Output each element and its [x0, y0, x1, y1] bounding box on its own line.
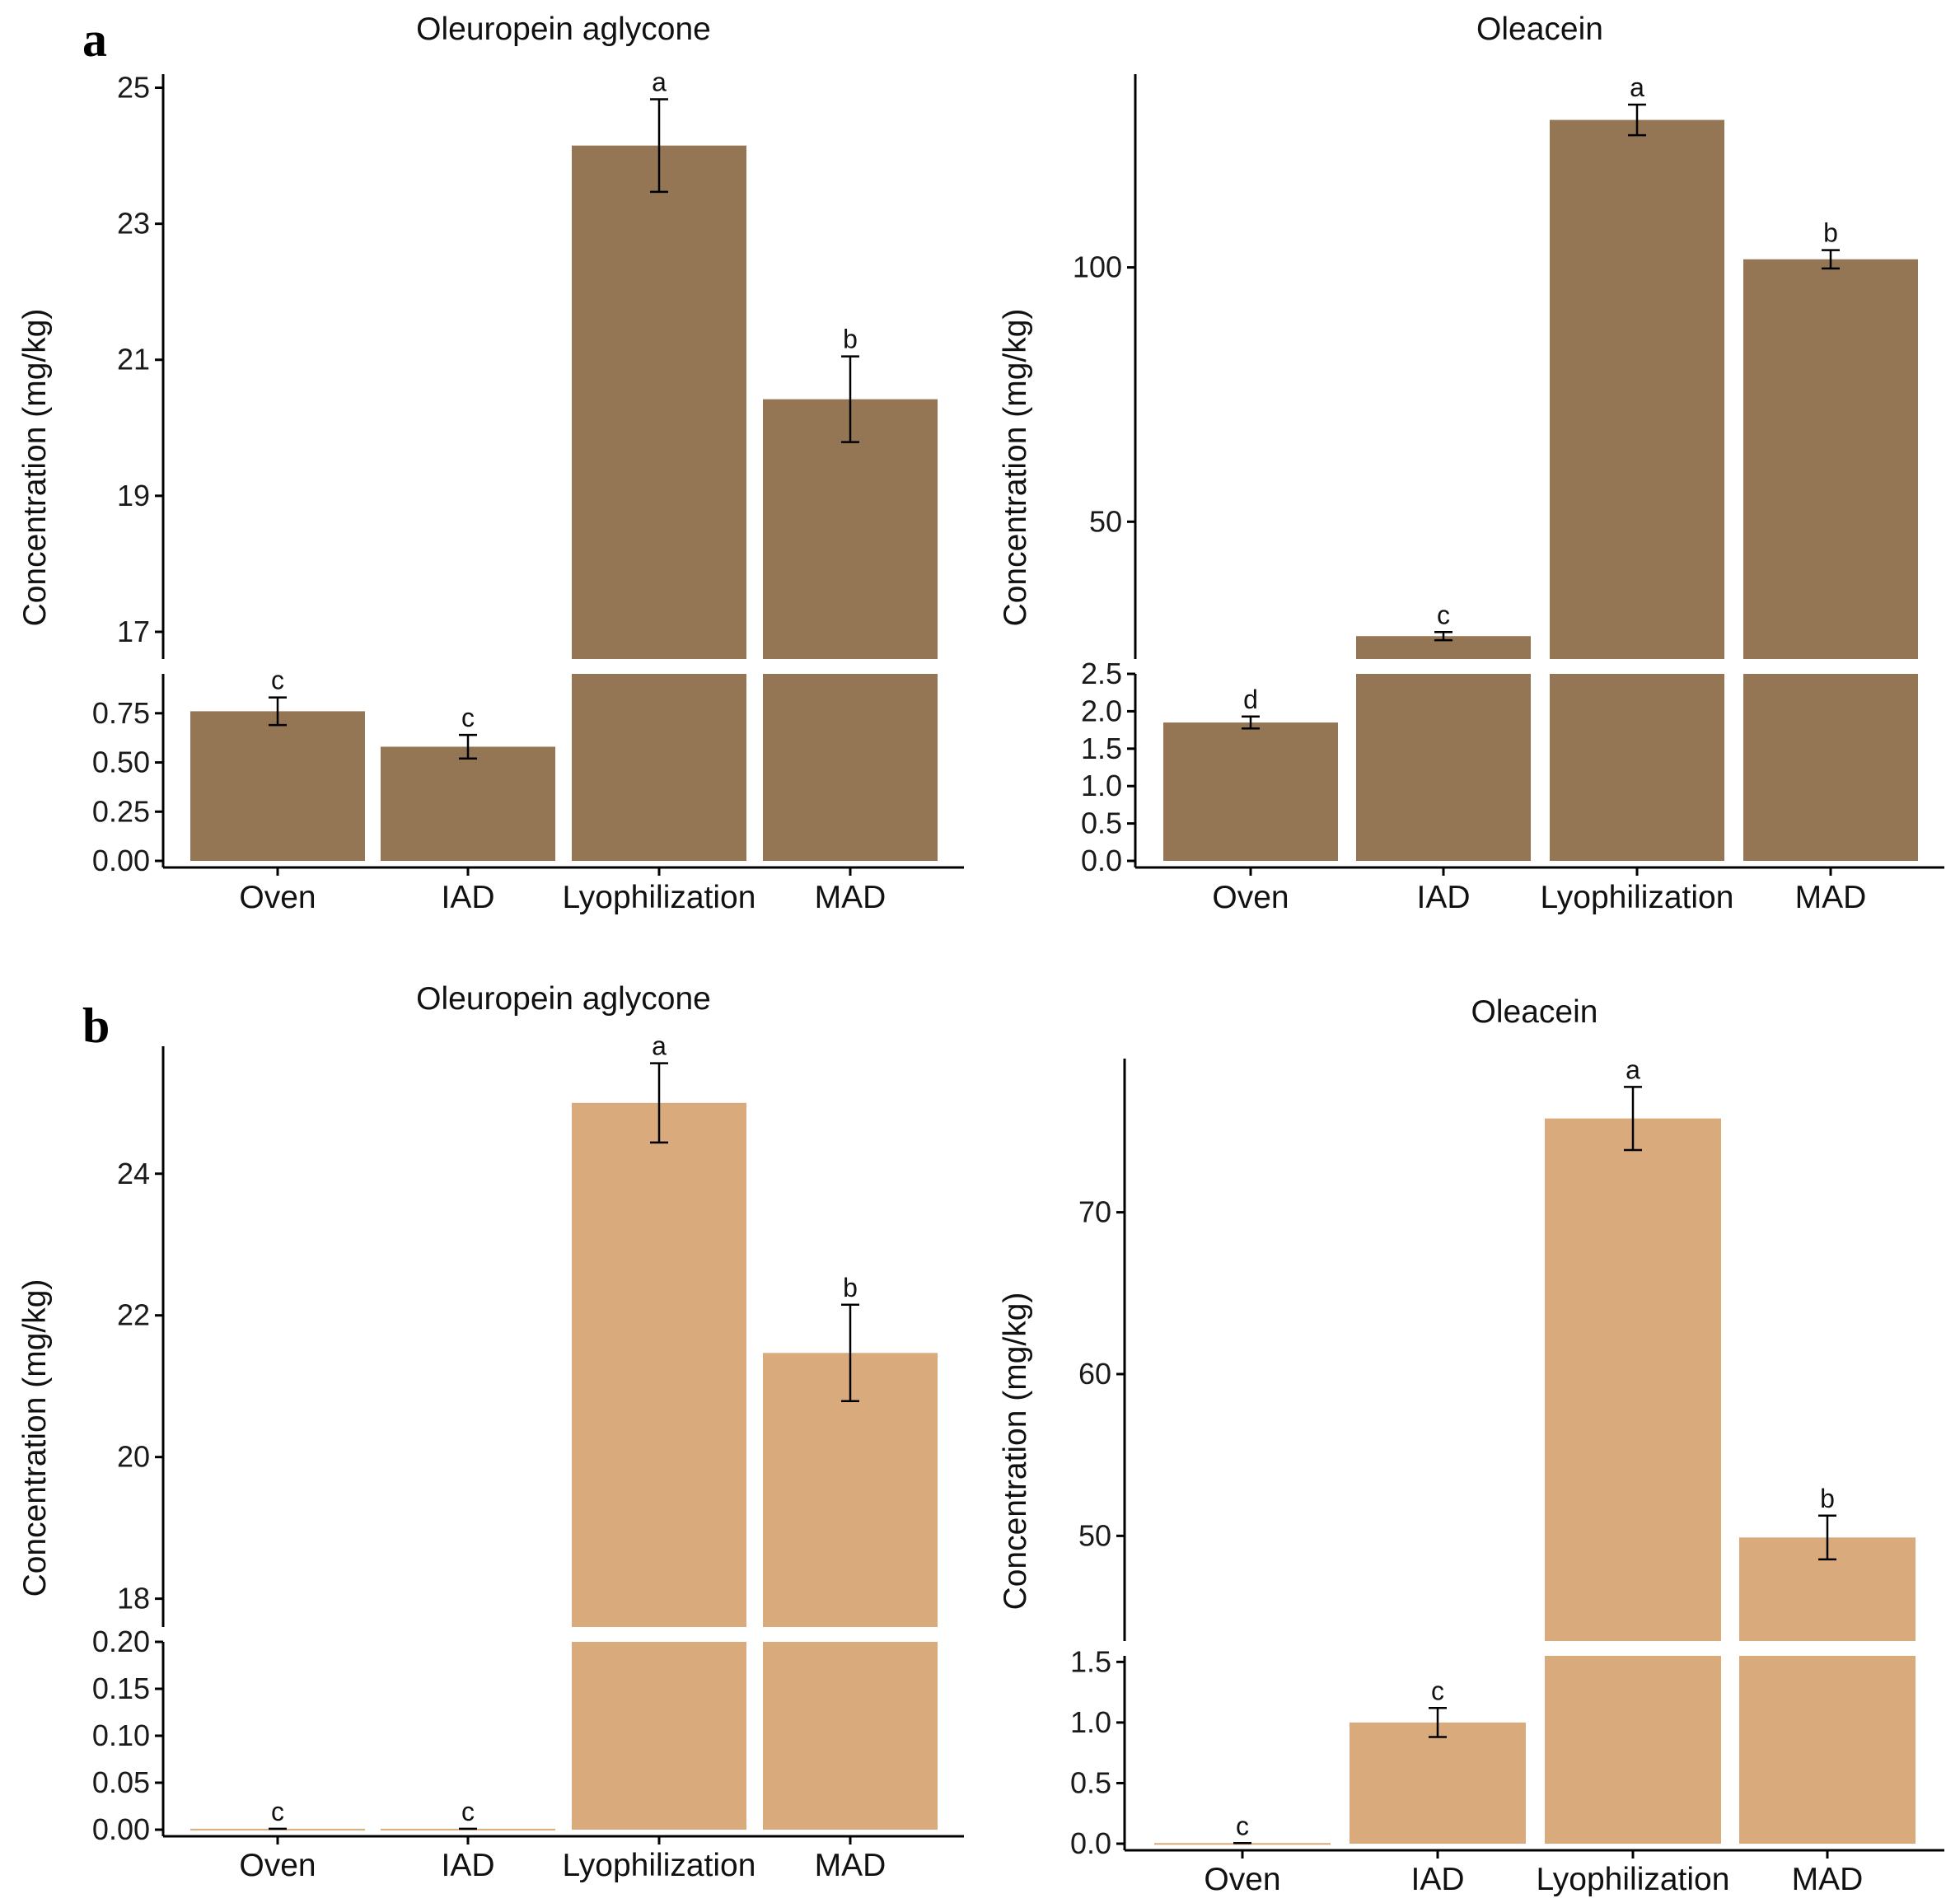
y-tick-label: 0.5 [1081, 807, 1122, 840]
x-tick-label-lyophilization: Lyophilization [1537, 1862, 1730, 1897]
y-tick-label: 0.75 [92, 696, 150, 730]
y-tick-label: 2.5 [1081, 657, 1122, 690]
significance-letter: a [652, 68, 667, 97]
y-tick-label: 1.5 [1070, 1644, 1111, 1678]
y-tick-label: 20 [117, 1440, 150, 1474]
y-tick-label: 1.0 [1081, 769, 1122, 802]
x-tick-label-iad: IAD [441, 1848, 494, 1883]
x-tick-label-lyophilization: Lyophilization [563, 1848, 756, 1883]
significance-letter: c [461, 703, 475, 732]
y-tick-label: 25 [117, 71, 150, 105]
y-tick-label: 22 [117, 1298, 150, 1332]
bar-mad-lower [1739, 1656, 1916, 1844]
y-tick-label: 19 [117, 479, 150, 512]
bar-lyophilization-lower [1545, 1656, 1721, 1844]
x-tick-label-mad: MAD [815, 880, 886, 915]
chart-title: Oleacein [1476, 12, 1603, 47]
y-tick-label: 0.20 [92, 1625, 150, 1658]
x-tick-label-oven: Oven [239, 880, 316, 915]
y-tick-label: 17 [117, 615, 150, 648]
y-tick-label: 50 [1078, 1518, 1111, 1552]
y-axis-label: Concentration (mg/kg) [17, 309, 53, 627]
x-tick-label-oven: Oven [1212, 880, 1289, 915]
y-tick-label: 0.25 [92, 794, 150, 828]
bar-mad-lower [763, 674, 938, 861]
significance-letter: c [1236, 1811, 1249, 1840]
y-axis-label: Concentration (mg/kg) [998, 309, 1033, 627]
x-tick-label-oven: Oven [239, 1848, 316, 1883]
y-tick-label: 70 [1078, 1195, 1111, 1229]
significance-letter: a [1630, 72, 1644, 102]
x-tick-label-iad: IAD [1410, 1862, 1464, 1897]
x-tick-label-lyophilization: Lyophilization [1541, 880, 1734, 915]
bar-oven-lower [1163, 722, 1338, 861]
y-tick-label: 18 [117, 1582, 150, 1615]
x-tick-label-iad: IAD [441, 880, 494, 915]
y-tick-label: 0.05 [92, 1765, 150, 1799]
significance-letter: b [1823, 218, 1838, 248]
y-tick-label: 0.00 [92, 1812, 150, 1846]
y-tick-label: 60 [1078, 1357, 1111, 1391]
bar-lyophilization-lower [572, 674, 746, 861]
x-tick-label-mad: MAD [1792, 1862, 1864, 1897]
x-tick-label-mad: MAD [1795, 880, 1867, 915]
significance-letter: c [461, 1797, 475, 1826]
bar-lyophilization-lower [572, 1642, 746, 1830]
bar-lyophilization-upper [1550, 120, 1724, 659]
chart-title: Oleacein [1471, 994, 1598, 1030]
significance-letter: c [1431, 1676, 1444, 1705]
y-tick-label: 0.0 [1070, 1826, 1111, 1860]
y-axis-label: Concentration (mg/kg) [998, 1293, 1033, 1611]
chart-title: Oleuropein aglycone [416, 12, 711, 47]
x-tick-label-lyophilization: Lyophilization [563, 880, 756, 915]
chart-title: Oleuropein aglycone [416, 981, 711, 1017]
y-axis-label: Concentration (mg/kg) [17, 1279, 53, 1597]
bar-lyophilization-lower [1550, 674, 1724, 861]
bar-oven-lower [190, 711, 365, 861]
y-tick-label: 0.00 [92, 844, 150, 877]
y-tick-label: 0.10 [92, 1718, 150, 1752]
significance-letter: d [1243, 685, 1258, 714]
bar-iad-lower [381, 746, 555, 861]
significance-letter: b [1820, 1484, 1835, 1513]
y-tick-label: 1.0 [1070, 1705, 1111, 1739]
significance-letter: c [271, 666, 284, 695]
significance-letter: c [271, 1797, 284, 1826]
y-tick-label: 0.15 [92, 1672, 150, 1705]
x-tick-label-mad: MAD [815, 1848, 886, 1883]
significance-letter: b [843, 1273, 858, 1302]
y-tick-label: 0.50 [92, 746, 150, 779]
bar-iad-lower [1356, 674, 1531, 861]
y-tick-label: 50 [1089, 504, 1122, 538]
y-tick-label: 0.0 [1081, 844, 1122, 877]
significance-letter: a [652, 1031, 667, 1061]
significance-letter: c [1437, 600, 1450, 629]
y-tick-label: 21 [117, 343, 150, 376]
y-tick-label: 100 [1073, 250, 1122, 284]
bar-mad-upper [1743, 260, 1918, 659]
panel-label-a: a [82, 12, 107, 67]
significance-letter: b [843, 325, 858, 354]
bar-mad-lower [763, 1642, 938, 1830]
y-tick-label: 2.0 [1081, 694, 1122, 727]
y-tick-label: 0.5 [1070, 1765, 1111, 1799]
bar-lyophilization-upper [1545, 1119, 1721, 1641]
x-tick-label-oven: Oven [1204, 1862, 1280, 1897]
y-tick-label: 1.5 [1081, 732, 1122, 765]
y-tick-label: 23 [117, 207, 150, 241]
bar-lyophilization-upper [572, 146, 746, 659]
significance-letter: a [1626, 1054, 1640, 1084]
bar-mad-lower [1743, 674, 1918, 861]
y-tick-label: 24 [117, 1157, 150, 1190]
panel-label-b: b [82, 998, 110, 1053]
bar-lyophilization-upper [572, 1103, 746, 1627]
figure: a b Oleuropein aglycone Concentration (mg… [0, 0, 1960, 1903]
bar-iad-lower [1350, 1723, 1526, 1844]
x-tick-label-iad: IAD [1416, 880, 1470, 915]
